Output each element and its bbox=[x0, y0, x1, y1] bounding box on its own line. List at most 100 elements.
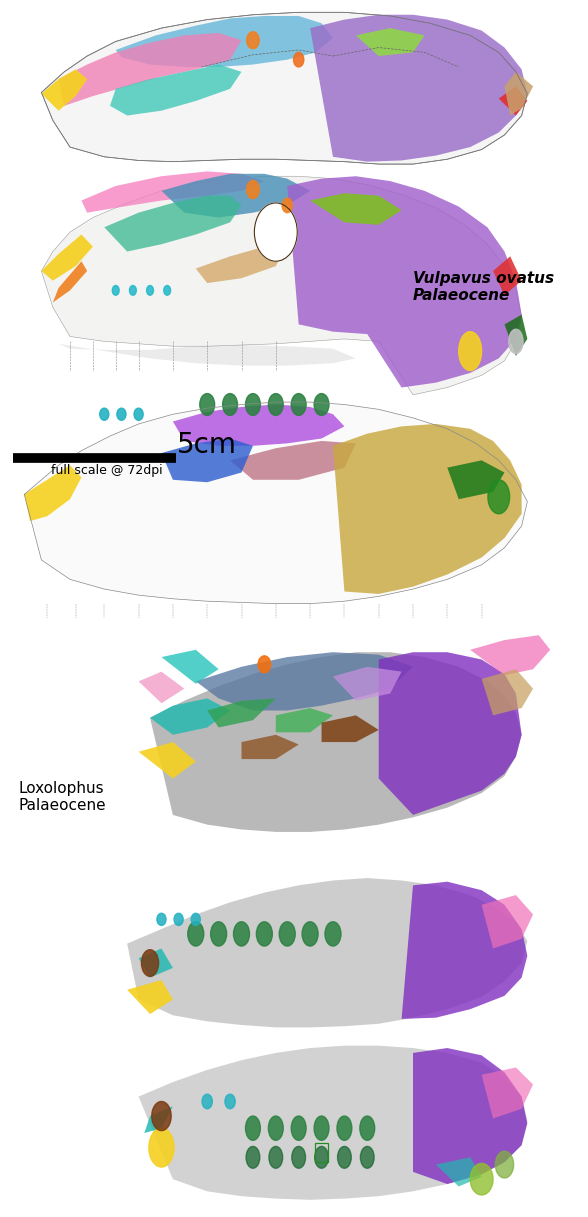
Ellipse shape bbox=[279, 921, 295, 946]
Polygon shape bbox=[162, 174, 310, 218]
Polygon shape bbox=[110, 65, 242, 116]
Ellipse shape bbox=[117, 408, 126, 420]
Polygon shape bbox=[447, 460, 505, 499]
Ellipse shape bbox=[459, 332, 482, 370]
Polygon shape bbox=[24, 465, 81, 521]
Polygon shape bbox=[24, 402, 527, 604]
Ellipse shape bbox=[488, 479, 510, 514]
Polygon shape bbox=[162, 438, 253, 482]
Ellipse shape bbox=[360, 1116, 375, 1140]
Ellipse shape bbox=[233, 921, 249, 946]
Polygon shape bbox=[470, 635, 550, 675]
Ellipse shape bbox=[134, 408, 143, 420]
Ellipse shape bbox=[129, 286, 136, 296]
Ellipse shape bbox=[100, 408, 109, 420]
Polygon shape bbox=[59, 33, 242, 106]
Polygon shape bbox=[139, 948, 173, 977]
Polygon shape bbox=[81, 172, 265, 213]
Polygon shape bbox=[310, 194, 402, 225]
Polygon shape bbox=[333, 424, 522, 594]
Polygon shape bbox=[402, 881, 527, 1019]
Ellipse shape bbox=[293, 52, 304, 67]
Polygon shape bbox=[207, 699, 276, 728]
Ellipse shape bbox=[291, 1116, 306, 1140]
Ellipse shape bbox=[211, 921, 226, 946]
Polygon shape bbox=[104, 196, 242, 252]
Polygon shape bbox=[482, 669, 533, 716]
Ellipse shape bbox=[256, 921, 272, 946]
Polygon shape bbox=[59, 343, 356, 365]
Ellipse shape bbox=[246, 32, 259, 49]
Polygon shape bbox=[436, 1157, 482, 1187]
Text: Loxolophus
Palaeocene: Loxolophus Palaeocene bbox=[19, 780, 106, 813]
Ellipse shape bbox=[258, 656, 270, 673]
Polygon shape bbox=[144, 1106, 173, 1133]
Polygon shape bbox=[493, 257, 522, 296]
Ellipse shape bbox=[112, 286, 119, 296]
Polygon shape bbox=[41, 235, 93, 281]
Ellipse shape bbox=[188, 921, 204, 946]
Polygon shape bbox=[53, 262, 87, 303]
Ellipse shape bbox=[163, 286, 171, 296]
Text: full scale @ 72dpi: full scale @ 72dpi bbox=[51, 464, 163, 477]
Ellipse shape bbox=[191, 913, 201, 925]
Ellipse shape bbox=[246, 180, 259, 198]
Ellipse shape bbox=[314, 1116, 329, 1140]
Polygon shape bbox=[139, 742, 196, 779]
Ellipse shape bbox=[200, 393, 215, 415]
Polygon shape bbox=[505, 72, 533, 116]
Polygon shape bbox=[150, 652, 522, 832]
Ellipse shape bbox=[202, 1094, 212, 1109]
Polygon shape bbox=[413, 1048, 527, 1184]
Ellipse shape bbox=[338, 1146, 351, 1168]
Polygon shape bbox=[139, 672, 184, 703]
Polygon shape bbox=[310, 15, 527, 162]
Ellipse shape bbox=[495, 1151, 514, 1178]
Polygon shape bbox=[499, 86, 527, 116]
Ellipse shape bbox=[509, 330, 523, 353]
Polygon shape bbox=[482, 1067, 533, 1118]
Ellipse shape bbox=[314, 393, 329, 415]
Ellipse shape bbox=[292, 1146, 306, 1168]
Ellipse shape bbox=[152, 1101, 171, 1131]
Polygon shape bbox=[41, 69, 87, 111]
Polygon shape bbox=[162, 650, 219, 684]
Polygon shape bbox=[127, 980, 173, 1014]
Polygon shape bbox=[173, 404, 345, 445]
Polygon shape bbox=[322, 716, 379, 742]
Polygon shape bbox=[196, 652, 413, 711]
Ellipse shape bbox=[246, 1116, 260, 1140]
Ellipse shape bbox=[174, 913, 183, 925]
Polygon shape bbox=[230, 441, 356, 479]
Polygon shape bbox=[276, 708, 333, 733]
Polygon shape bbox=[41, 12, 527, 164]
Ellipse shape bbox=[246, 1146, 260, 1168]
Text: Vulpavus ovatus
Palaeocene: Vulpavus ovatus Palaeocene bbox=[413, 270, 554, 303]
Polygon shape bbox=[356, 28, 425, 56]
Polygon shape bbox=[287, 176, 522, 387]
Ellipse shape bbox=[246, 393, 260, 415]
Ellipse shape bbox=[325, 921, 341, 946]
Ellipse shape bbox=[269, 1146, 283, 1168]
Ellipse shape bbox=[223, 393, 238, 415]
Text: 5cm: 5cm bbox=[177, 431, 237, 459]
Bar bbox=[315, 1143, 328, 1162]
Ellipse shape bbox=[291, 393, 306, 415]
Ellipse shape bbox=[360, 1146, 374, 1168]
Polygon shape bbox=[139, 1045, 527, 1200]
Polygon shape bbox=[482, 894, 533, 948]
Ellipse shape bbox=[315, 1146, 328, 1168]
Ellipse shape bbox=[142, 949, 159, 976]
Polygon shape bbox=[333, 667, 402, 701]
Ellipse shape bbox=[268, 1116, 283, 1140]
Polygon shape bbox=[150, 699, 230, 735]
Ellipse shape bbox=[268, 393, 283, 415]
Ellipse shape bbox=[149, 1128, 174, 1167]
Polygon shape bbox=[379, 652, 522, 815]
Ellipse shape bbox=[255, 203, 298, 262]
Ellipse shape bbox=[302, 921, 318, 946]
Ellipse shape bbox=[282, 198, 292, 213]
Ellipse shape bbox=[470, 1163, 493, 1195]
Polygon shape bbox=[127, 877, 527, 1027]
Ellipse shape bbox=[157, 913, 166, 925]
